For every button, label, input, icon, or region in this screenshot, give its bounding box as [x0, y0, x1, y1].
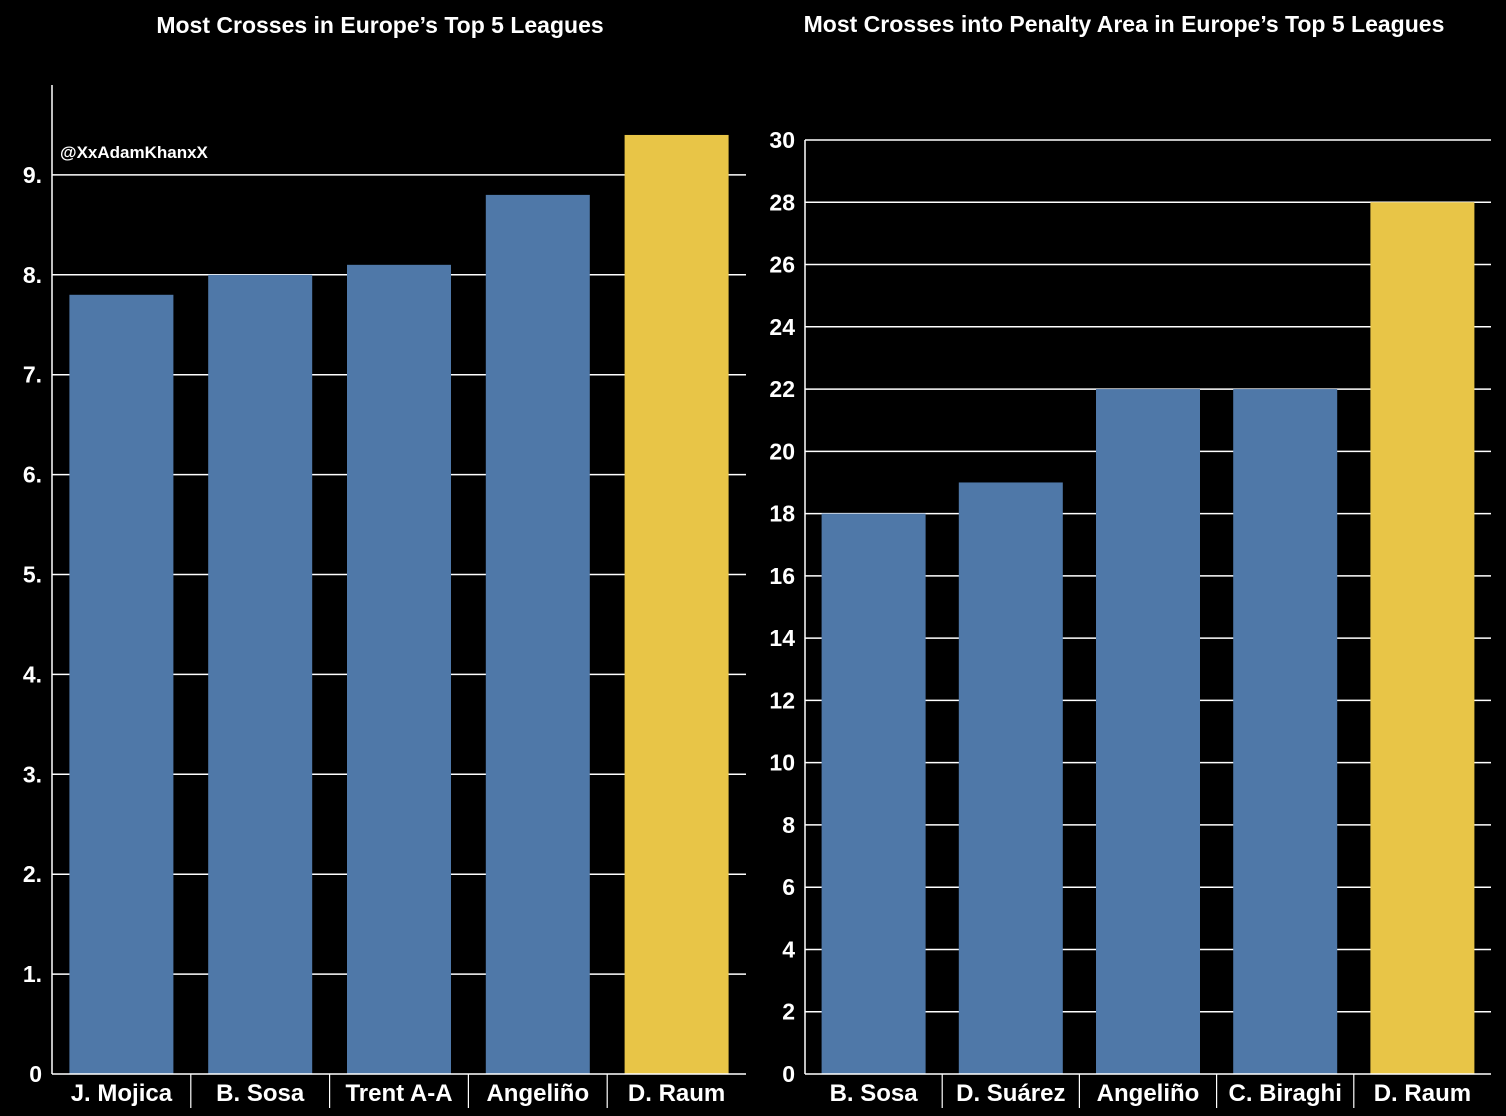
- chart-title: Most Crosses in Europe’s Top 5 Leagues: [156, 12, 603, 38]
- x-tick-label: J. Mojica: [71, 1080, 173, 1107]
- y-tick-label: 7.: [23, 362, 42, 388]
- y-tick-label: 4: [782, 936, 795, 962]
- y-tick-label: 3.: [23, 761, 42, 787]
- y-tick-label: 8: [782, 812, 795, 838]
- x-tick-label: D. Raum: [628, 1080, 725, 1107]
- bar: [485, 194, 590, 1074]
- bar: [1370, 202, 1475, 1074]
- x-axis: B. Sosa D. Suárez Angeliño C. Biraghi D. Rau…: [805, 1073, 1491, 1108]
- chart-title: Most Crosses into Penalty Area in Europe…: [804, 11, 1445, 37]
- x-axis: J. Mojica B. Sosa Trent A-A Angeliño D. Raum: [52, 1073, 746, 1108]
- y-tick-label: 2.: [23, 861, 42, 887]
- x-tick-label: D. Raum: [1374, 1080, 1471, 1107]
- chart-crosses-into-penalty-area: Most Crosses into Penalty Area in Europe…: [769, 11, 1491, 1108]
- x-tick-label: Angeliño: [1097, 1080, 1200, 1107]
- y-axis: 0 1. 2. 3. 4. 5. 6. 7. 8. 9.: [23, 85, 53, 1087]
- y-tick-label: 2: [782, 999, 795, 1025]
- chart-most-crosses: Most Crosses in Europe’s Top 5 Leagues 0…: [23, 12, 746, 1108]
- bars: [69, 134, 729, 1075]
- bar: [347, 264, 451, 1074]
- x-tick-label: B. Sosa: [830, 1080, 919, 1107]
- bar: [821, 513, 926, 1074]
- bars: [821, 202, 1475, 1075]
- bar: [208, 274, 313, 1074]
- y-tick-label: 26: [769, 252, 795, 278]
- y-tick-label: 8.: [23, 262, 42, 288]
- y-tick-label: 4.: [23, 661, 42, 687]
- y-tick-label: 6.: [23, 462, 42, 488]
- y-tick-label: 0: [782, 1061, 795, 1087]
- y-tick-label: 18: [769, 501, 795, 527]
- y-tick-label: 16: [769, 563, 795, 589]
- bar: [1096, 389, 1200, 1075]
- y-tick-label: 0: [29, 1061, 42, 1087]
- x-tick-label: Angeliño: [486, 1080, 589, 1107]
- bar: [624, 134, 729, 1075]
- y-tick-label: 28: [769, 189, 795, 215]
- y-tick-label: 24: [769, 314, 795, 340]
- x-tick-label: Trent A-A: [345, 1080, 452, 1107]
- bar: [958, 482, 1063, 1074]
- bar: [69, 294, 174, 1075]
- bar: [1233, 389, 1338, 1075]
- x-tick-label: C. Biraghi: [1229, 1080, 1342, 1107]
- y-tick-label: 10: [769, 750, 795, 776]
- x-tick-label: B. Sosa: [216, 1080, 305, 1107]
- watermark: @XxAdamKhanxX: [60, 143, 209, 162]
- y-tick-label: 20: [769, 438, 795, 464]
- y-tick-label: 14: [769, 625, 795, 651]
- y-tick-label: 5.: [23, 562, 42, 588]
- y-tick-label: 9.: [23, 162, 42, 188]
- y-tick-label: 6: [782, 874, 795, 900]
- y-tick-label: 1.: [23, 961, 42, 987]
- y-tick-label: 30: [769, 127, 795, 153]
- x-tick-label: D. Suárez: [956, 1080, 1065, 1107]
- y-tick-label: 22: [769, 376, 795, 402]
- y-tick-label: 12: [769, 687, 795, 713]
